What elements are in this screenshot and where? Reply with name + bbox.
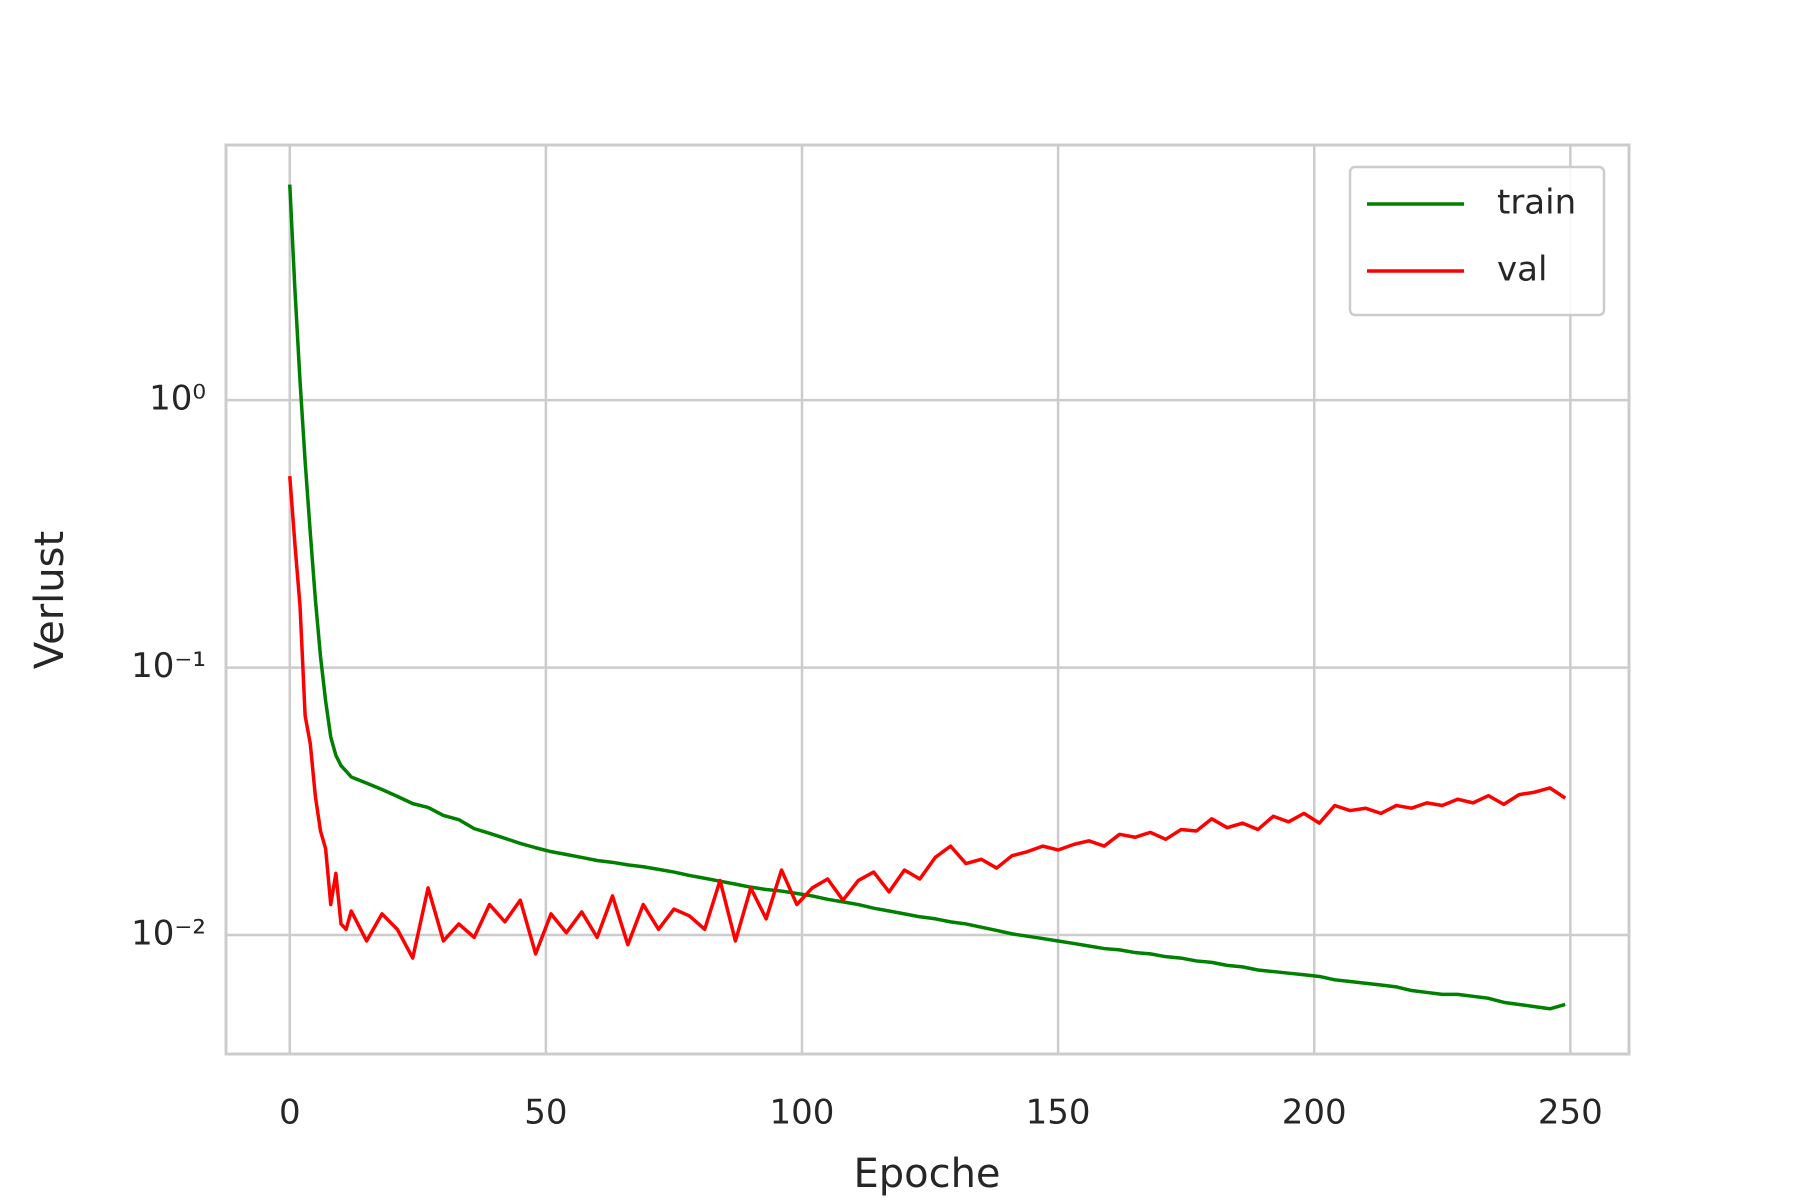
y-tick-label: 10⁻¹ (131, 646, 206, 686)
y-tick-label: 10⁻² (131, 914, 206, 954)
x-axis-label: Epoche (853, 1151, 1000, 1197)
y-tick-label: 10⁰ (149, 379, 206, 419)
x-tick-label: 200 (1282, 1093, 1347, 1133)
x-tick-label: 50 (524, 1093, 567, 1133)
legend-label: train (1497, 183, 1576, 223)
y-axis-label: Verlust (27, 531, 73, 669)
line-series (288, 475, 1567, 960)
line-series (288, 184, 1566, 1011)
legend-label: val (1497, 250, 1547, 290)
x-tick-label: 0 (279, 1093, 301, 1133)
x-tick-label: 250 (1538, 1093, 1603, 1133)
x-tick-label: 150 (1026, 1093, 1091, 1133)
x-tick-label: 100 (770, 1093, 835, 1133)
plot-frame (224, 143, 1631, 1056)
